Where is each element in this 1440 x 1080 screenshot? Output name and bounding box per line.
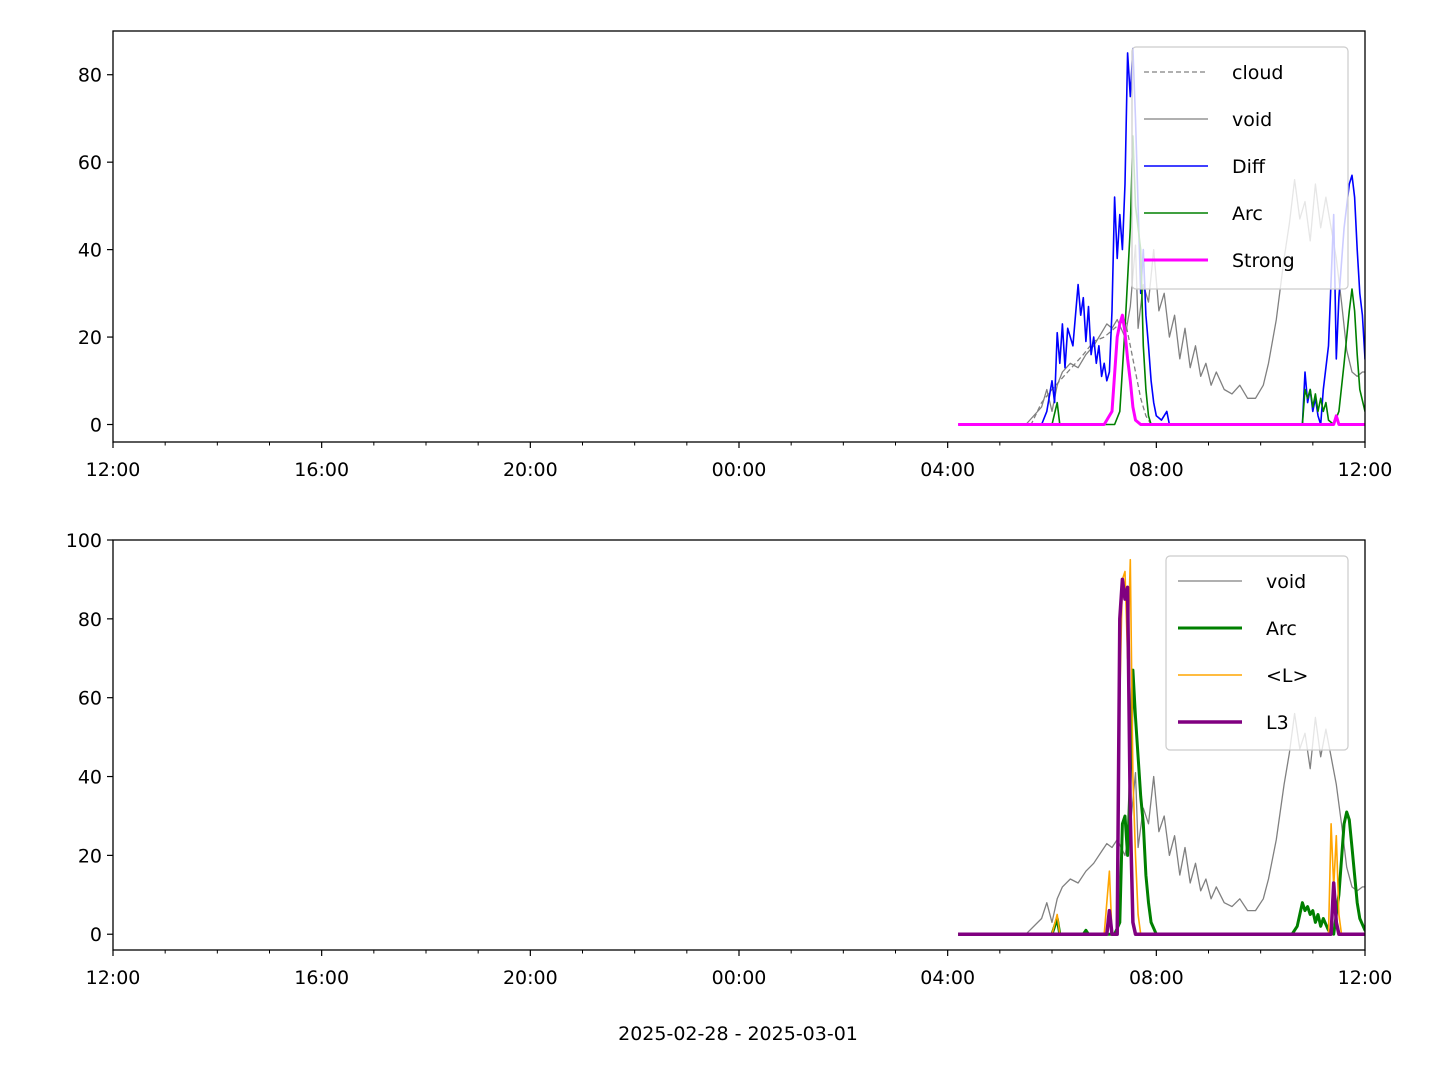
y-tick-label: 0 (90, 924, 102, 946)
legend: cloud void Diff Arc Strong (1131, 46, 1349, 290)
y-tick-label: 20 (78, 327, 102, 349)
y-tick-label: 0 (90, 415, 102, 437)
top-panel: 0 20 40 60 80 12:00 16:00 20:00 00:00 04:00 08:00 1… (78, 30, 1393, 481)
legend-label: Diff (1232, 156, 1266, 178)
series-line-void (1025, 712, 1365, 935)
x-tick-label: 08:00 (1129, 459, 1184, 481)
x-tick-label: 04:00 (920, 459, 975, 481)
y-tick-label: 40 (78, 240, 102, 262)
x-tick-label: 12:00 (86, 967, 141, 989)
legend-label: void (1232, 109, 1272, 131)
series-line-arc (1051, 135, 1365, 426)
series-line-l3 (958, 577, 1365, 936)
legend-label: Arc (1232, 203, 1263, 225)
legend-label: L3 (1266, 712, 1289, 734)
x-tick-label: 20:00 (503, 967, 558, 989)
y-tick-label: 40 (78, 767, 102, 789)
legend-box (1131, 46, 1349, 290)
x-tick-label: 12:00 (86, 459, 141, 481)
x-tick-label: 16:00 (294, 459, 349, 481)
x-tick-label: 12:00 (1338, 459, 1393, 481)
legend-label: Strong (1232, 250, 1295, 272)
series-group (958, 558, 1365, 936)
x-tick-label: 08:00 (1129, 967, 1184, 989)
y-tick-label: 80 (78, 65, 102, 87)
x-axis-title: 2025-02-28 - 2025-03-01 (618, 1023, 858, 1045)
y-tick-label: 60 (78, 152, 102, 174)
series-line-diff (1040, 47, 1365, 426)
legend-box (1165, 555, 1349, 751)
y-tick-label: 20 (78, 845, 102, 867)
legend-label: void (1266, 571, 1306, 593)
legend-label: <L> (1266, 665, 1308, 687)
x-tick-label: 04:00 (920, 967, 975, 989)
legend-label: Arc (1266, 618, 1297, 640)
legend-label: cloud (1232, 62, 1283, 84)
y-tick-label: 60 (78, 688, 102, 710)
bottom-panel: 0 20 40 60 80 100 12:00 16:00 20:00 00:00 04:00 08:… (66, 530, 1393, 989)
x-tick-label: 16:00 (294, 967, 349, 989)
x-tick-label: 00:00 (712, 967, 767, 989)
series-line-strong (958, 313, 1365, 426)
x-tick-label: 12:00 (1338, 967, 1393, 989)
series-line-arc (958, 668, 1365, 936)
y-tick-label: 100 (66, 530, 102, 552)
series-line-cloud (958, 318, 1157, 426)
x-tick-label: 20:00 (503, 459, 558, 481)
legend: void Arc <L> L3 (1165, 555, 1349, 751)
y-tick-label: 80 (78, 609, 102, 631)
x-tick-label: 00:00 (712, 459, 767, 481)
